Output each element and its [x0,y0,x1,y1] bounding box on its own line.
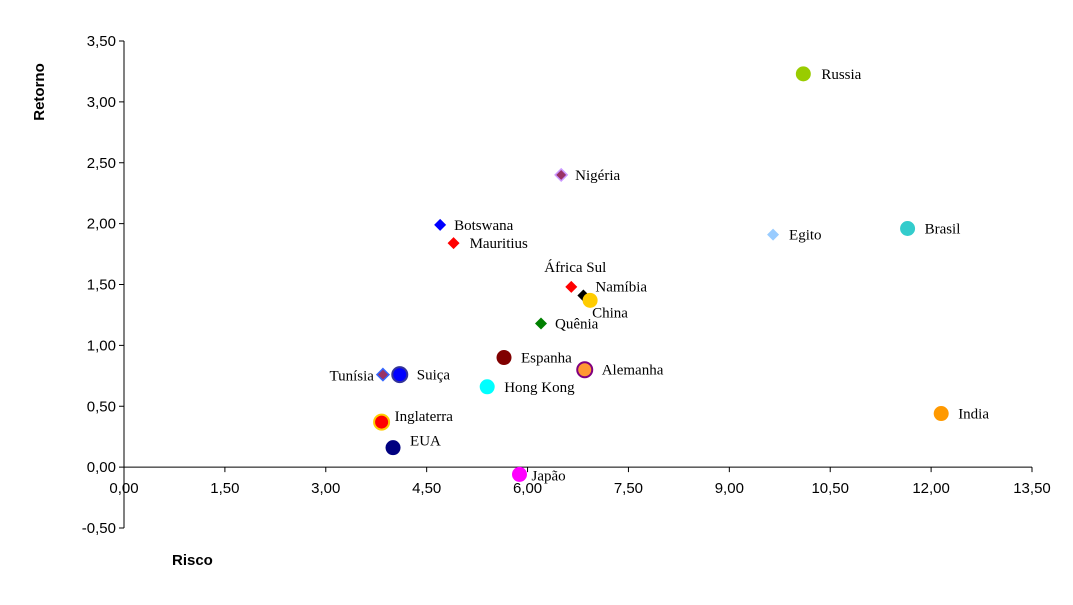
y-axis-ticks: -0,50 0,00 0,50 1,00 1,50 2,00 2,50 3,00 3,50 [82,33,124,537]
label-suica: Suiça [417,368,451,384]
label-inglaterra: Inglaterra [395,409,454,425]
point-egito [767,228,780,241]
point-botswana [434,218,447,231]
point-nigeria [554,167,569,182]
x-axis-ticks: 0,00 1,50 3,00 4,50 6,00 7,50 9,00 10,50 12,00 13… [109,467,1051,497]
label-india: India [958,407,989,423]
point-inglaterra [373,413,391,431]
x-tick-label: 9,00 [715,480,744,497]
point-japao [511,466,527,482]
x-tick-label: 12,00 [912,480,950,497]
x-tick-label: 7,50 [614,480,643,497]
point-india [933,406,949,422]
point-tunisia [375,367,391,382]
label-brasil: Brasil [925,221,961,237]
y-axis-title: Retorno [31,63,48,121]
label-botswana: Botswana [454,218,514,234]
label-tunisia: Tunísia [329,369,374,385]
label-china: China [592,305,628,321]
data-points [373,66,949,482]
x-tick-label: 3,00 [311,480,340,497]
point-alemanha [576,361,594,379]
point-brasil [900,220,916,236]
x-tick-label: 1,50 [210,480,239,497]
y-tick-label: 2,50 [87,155,116,172]
y-tick-label: -0,50 [82,520,116,537]
x-tick-label: 4,50 [412,480,441,497]
point-suica [391,366,409,384]
y-tick-label: 3,50 [87,33,116,50]
x-tick-label: 6,00 [513,480,542,497]
x-tick-label: 0,00 [109,480,138,497]
point-espanha [496,350,512,366]
point-russia [795,66,811,82]
label-alemanha: Alemanha [602,363,664,379]
label-nigeria: Nigéria [575,168,620,184]
label-egito: Egito [789,228,822,244]
y-tick-label: 1,50 [87,277,116,294]
point-mauritius [447,237,460,250]
point-eua [385,440,401,456]
point-labels: Russia Nigéria Botswana Mauritius Egito Brasi… [329,67,989,485]
y-tick-label: 0,50 [87,398,116,415]
label-quenia: Quênia [555,316,599,332]
x-axis-title: Risco [172,552,213,569]
x-tick-label: 13,50 [1013,480,1051,497]
axes [123,41,1032,528]
y-tick-label: 1,00 [87,337,116,354]
y-tick-label: 3,00 [87,94,116,111]
point-china [582,292,598,308]
point-hong-kong [479,379,495,395]
label-russia: Russia [821,67,861,83]
label-japao: Japão [531,468,565,484]
y-tick-label: 2,00 [87,216,116,233]
point-africa-sul [565,280,578,293]
label-espanha: Espanha [521,351,572,367]
x-tick-label: 10,50 [811,480,849,497]
label-namibia: Namíbia [595,279,647,295]
label-eua: EUA [410,434,441,450]
label-mauritius: Mauritius [470,236,528,252]
y-tick-label: 0,00 [87,459,116,476]
point-quenia [535,317,548,330]
label-africa-sul: África Sul [544,259,606,276]
label-hong-kong: Hong Kong [504,380,575,396]
